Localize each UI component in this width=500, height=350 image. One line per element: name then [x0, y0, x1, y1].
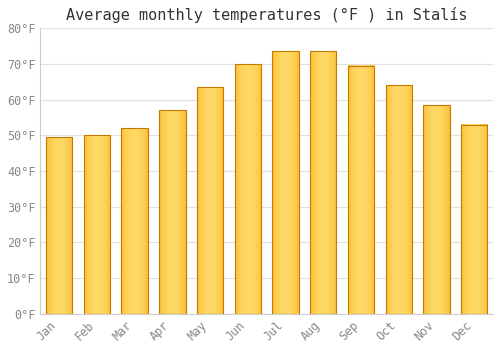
Bar	[386, 85, 412, 314]
Bar	[122, 128, 148, 314]
Bar	[159, 110, 186, 314]
Bar	[234, 64, 261, 314]
Title: Average monthly temperatures (°F ) in Stalís: Average monthly temperatures (°F ) in St…	[66, 7, 468, 23]
Bar	[197, 87, 224, 314]
Bar	[46, 137, 72, 314]
Bar	[310, 51, 336, 314]
Bar	[461, 125, 487, 314]
Bar	[84, 135, 110, 314]
Bar	[424, 105, 450, 314]
Bar	[348, 66, 374, 314]
Bar	[272, 51, 299, 314]
